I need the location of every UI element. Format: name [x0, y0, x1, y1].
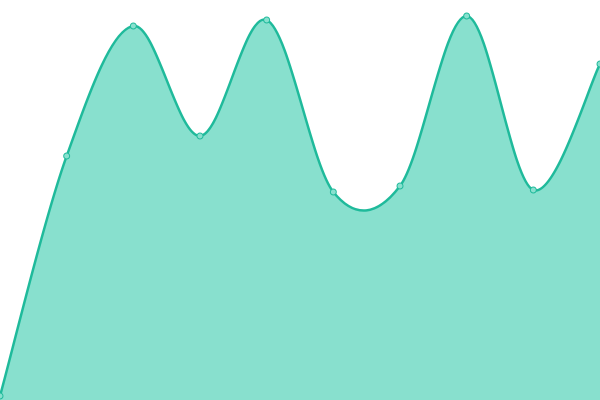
point-marker [196, 132, 204, 140]
point-marker [596, 60, 600, 68]
point-marker [329, 188, 337, 196]
point-marker [63, 152, 71, 160]
point-marker [463, 12, 471, 20]
point-marker [129, 22, 137, 30]
point-marker [0, 392, 4, 400]
point-marker [529, 186, 537, 194]
area-fill [0, 15, 600, 400]
point-marker [396, 182, 404, 190]
point-marker [263, 16, 271, 24]
area-line [0, 14, 600, 397]
